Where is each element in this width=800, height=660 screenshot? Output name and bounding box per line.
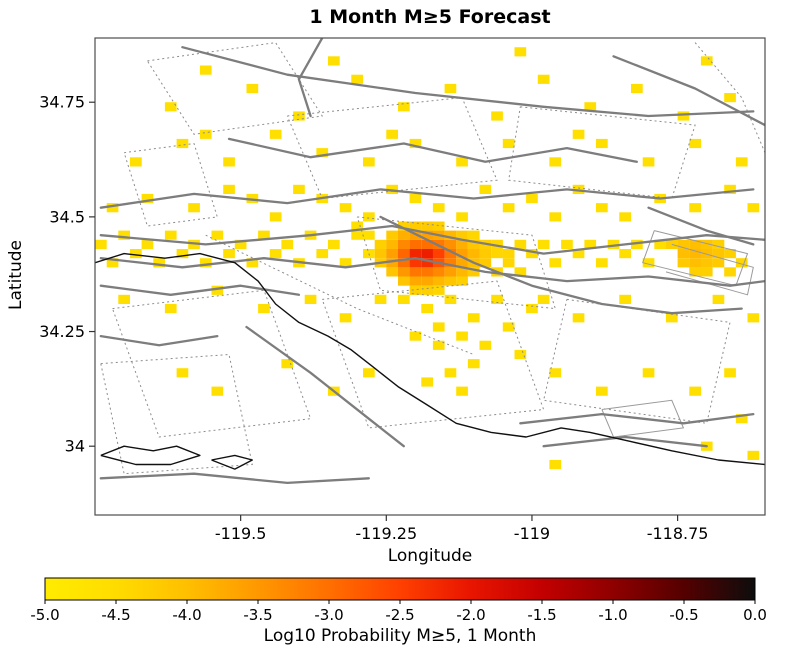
- colorbar-label: Log10 Probability M≥5, 1 Month: [263, 626, 537, 646]
- x-tick-label: -119.25: [355, 524, 417, 543]
- axes: -119.5 -119.25 -119 -118.75 34 34.25 34.5 34.75: [39, 93, 708, 543]
- colorbar-tick-label: -1.5: [527, 606, 556, 624]
- colorbar-tick-label: 0.0: [743, 606, 767, 624]
- colorbar-tick-label: -1.0: [598, 606, 627, 624]
- colorbar-tick-label: -0.5: [669, 606, 698, 624]
- colorbar-tick-label: -5.0: [30, 606, 59, 624]
- colorbar-tick-label: -3.0: [314, 606, 343, 624]
- heatmap-cells: [95, 47, 760, 470]
- x-tick-label: -118.75: [647, 524, 709, 543]
- y-axis-label: Latitude: [6, 240, 26, 310]
- fault-lines: [99, 38, 765, 485]
- plot-frame: [94, 37, 766, 516]
- colorbar-tick-label: -3.5: [243, 606, 272, 624]
- colorbar: -5.0 -4.5 -4.0 -3.5 -3.0 -2.5 -2.0 -1.5 -1.0 -0.5…: [30, 577, 767, 624]
- x-tick-label: -119: [514, 524, 550, 543]
- y-tick-label: 34.25: [39, 322, 85, 341]
- chart-title: 1 Month M≥5 Forecast: [309, 6, 551, 28]
- y-tick-label: 34.5: [49, 207, 85, 226]
- x-tick-label: -119.5: [215, 524, 267, 543]
- colorbar-tick-label: -4.0: [172, 606, 201, 624]
- x-axis-label: Longitude: [387, 546, 473, 566]
- colorbar-tick-label: -2.5: [385, 606, 414, 624]
- map-layers: [95, 38, 765, 485]
- colorbar-tick-label: -2.0: [456, 606, 485, 624]
- y-tick-label: 34: [65, 437, 85, 456]
- coastline: [95, 252, 765, 470]
- y-tick-label: 34.75: [39, 93, 85, 112]
- colorbar-tick-label: -4.5: [101, 606, 130, 624]
